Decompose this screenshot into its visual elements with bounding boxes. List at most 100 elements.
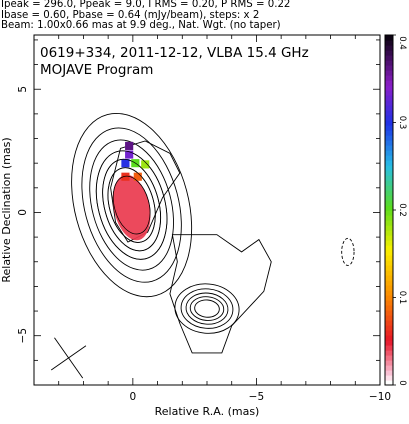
colorbar-segment bbox=[385, 255, 393, 261]
colorbar-segment bbox=[385, 275, 393, 281]
colorbar-segment bbox=[385, 85, 393, 91]
y-tick-label: 0 bbox=[17, 209, 29, 216]
colorbar-segment bbox=[385, 40, 393, 46]
colorbar-segment bbox=[385, 350, 393, 356]
colorbar-segment bbox=[385, 280, 393, 286]
colorbar-segment bbox=[385, 60, 393, 66]
plot-frame bbox=[33, 34, 381, 386]
x-tick-label: −5 bbox=[249, 391, 264, 403]
colorbar-segment bbox=[385, 240, 393, 246]
colorbar-segment bbox=[385, 360, 393, 366]
header-line-1: Ipeak = 296.0, Ppeak = 9.0, I RMS = 0.20… bbox=[1, 0, 291, 10]
colorbar-segment bbox=[385, 145, 393, 151]
colorbar-segment bbox=[385, 355, 393, 361]
colorbar-segment bbox=[385, 135, 393, 141]
colorbar-segment bbox=[385, 295, 393, 301]
colorbar-segment bbox=[385, 185, 393, 191]
colorbar-segment bbox=[385, 165, 393, 171]
x-axis-title: Relative R.A. (mas) bbox=[155, 405, 260, 418]
x-tick-labels: 0 −5 −10 bbox=[130, 391, 392, 403]
contour-core-inner-3 bbox=[112, 175, 151, 235]
map-header: Ipeak = 296.0, Ppeak = 9.0, I RMS = 0.20… bbox=[1, 0, 409, 32]
header-line-3: Beam: 1.00x0.66 mas at 9.9 deg., Nat. Wg… bbox=[1, 20, 281, 32]
contour-jet-knot-3 bbox=[189, 296, 225, 321]
y-axis-title: Relative Declination (mas) bbox=[0, 137, 13, 282]
y-tick-labels: 5 0 −5 bbox=[17, 86, 29, 344]
colorbar-segment bbox=[385, 200, 393, 206]
colorbar-segment bbox=[385, 340, 393, 346]
colorbar-segment bbox=[385, 35, 393, 41]
contour-faint-blob-0 bbox=[341, 237, 355, 266]
colorbar-tick-label: 0.4 bbox=[397, 36, 407, 50]
colorbar-segment bbox=[385, 210, 393, 216]
polarization-pixel-6 bbox=[125, 141, 134, 150]
contour-core-inner-2 bbox=[107, 167, 156, 243]
colorbar-tick-label: 0.1 bbox=[397, 291, 407, 305]
x-tick-label: −10 bbox=[369, 391, 391, 403]
colorbar-segment bbox=[385, 130, 393, 136]
colorbar-segment bbox=[385, 170, 393, 176]
colorbar-segment bbox=[385, 110, 393, 116]
colorbar-segment bbox=[385, 45, 393, 51]
contour-layer bbox=[71, 112, 355, 354]
contour-jet-knot-1 bbox=[180, 288, 234, 329]
colorbar-segment bbox=[385, 310, 393, 316]
colorbar-segment bbox=[385, 300, 393, 306]
header-line-2: Ibase = 0.60, Pbase = 0.64 (mJy/beam), s… bbox=[1, 9, 260, 21]
colorbar-segment bbox=[385, 155, 393, 161]
colorbar-segment bbox=[385, 125, 393, 131]
colorbar-segment bbox=[385, 50, 393, 56]
colorbar-segment bbox=[385, 375, 393, 381]
colorbar-segment bbox=[385, 115, 393, 121]
contour-jet-knot-0 bbox=[174, 283, 240, 334]
colorbar-segment bbox=[385, 265, 393, 271]
colorbar-segment bbox=[385, 95, 393, 101]
beam-minor-axis bbox=[50, 345, 87, 371]
colorbar-segment bbox=[385, 320, 393, 326]
colorbar-ticks: 0 0.1 0.2 0.3 0.4 bbox=[393, 34, 407, 386]
colorbar-segment bbox=[385, 220, 393, 226]
polarization-core bbox=[112, 174, 151, 241]
polarization-pixel-2 bbox=[141, 160, 150, 169]
colorbar-segment bbox=[385, 75, 393, 81]
colorbar-segment bbox=[385, 205, 393, 211]
colorbar-segment bbox=[385, 70, 393, 76]
contour-core-inner-1 bbox=[102, 158, 161, 252]
contour-core-1 bbox=[81, 127, 182, 283]
polarization-pixel-5 bbox=[125, 150, 134, 159]
colorbar-segment bbox=[385, 105, 393, 111]
chart-subtitle: MOJAVE Program bbox=[40, 62, 153, 78]
colorbar-segment bbox=[385, 325, 393, 331]
chart-title: 0619+334, 2011-12-12, VLBA 15.4 GHz bbox=[40, 45, 309, 61]
colorbar-segment bbox=[385, 250, 393, 256]
colorbar-segment bbox=[385, 190, 393, 196]
colorbar-tick-label: 0.2 bbox=[397, 203, 407, 217]
contour-core-0 bbox=[71, 112, 193, 298]
colorbar-segment bbox=[385, 260, 393, 266]
colorbar-segment bbox=[385, 120, 393, 126]
colorbar-segment bbox=[385, 225, 393, 231]
contour-core-2 bbox=[89, 139, 174, 271]
colorbar-segment bbox=[385, 365, 393, 371]
colorbar-segment bbox=[385, 270, 393, 276]
colorbar bbox=[385, 35, 393, 386]
colorbar-segment bbox=[385, 140, 393, 146]
colorbar-segment bbox=[385, 175, 393, 181]
colorbar-segment bbox=[385, 330, 393, 336]
colorbar-segment bbox=[385, 305, 393, 311]
beam-marker bbox=[50, 337, 87, 379]
colorbar-segment bbox=[385, 370, 393, 376]
contour-jet-knot-4 bbox=[194, 299, 220, 318]
colorbar-segment bbox=[385, 65, 393, 71]
colorbar-segment bbox=[385, 335, 393, 341]
colorbar-segment bbox=[385, 315, 393, 321]
contour-core-inner-0 bbox=[95, 150, 168, 260]
x-tick-label: 0 bbox=[130, 391, 137, 403]
colorbar-segment bbox=[385, 345, 393, 351]
axis-ticks bbox=[33, 35, 381, 386]
colorbar-tick-label: 0 bbox=[397, 380, 407, 385]
contour-jet-knot-2 bbox=[185, 292, 229, 325]
polarization-pixel-1 bbox=[133, 172, 142, 181]
polarization-pixel-4 bbox=[121, 159, 130, 168]
